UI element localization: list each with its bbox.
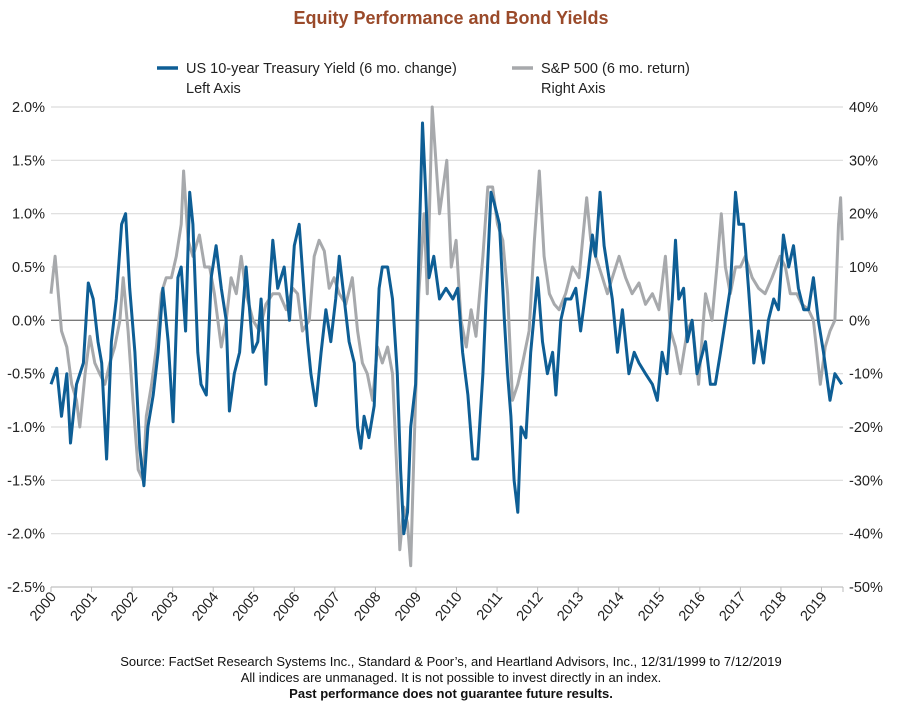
left-tick-label: 0.5% xyxy=(12,260,45,276)
x-tick-label: 2002 xyxy=(108,589,141,624)
x-tick-label: 2016 xyxy=(676,589,709,624)
x-tick-label: 2005 xyxy=(230,589,263,624)
x-tick-label: 2017 xyxy=(716,589,749,624)
x-tick-label: 2012 xyxy=(514,589,547,624)
left-tick-label: -0.5% xyxy=(7,367,45,383)
x-tick-label: 2006 xyxy=(270,589,303,624)
plot-lines xyxy=(49,105,844,568)
right-tick-label: 10% xyxy=(849,260,878,276)
right-tick-label: -50% xyxy=(849,580,883,596)
treasury-yield-line xyxy=(49,121,844,536)
legend-axis-treasury: Left Axis xyxy=(186,81,241,97)
x-tick-label: 2007 xyxy=(311,589,344,624)
x-tick-label: 2004 xyxy=(189,589,222,624)
sp500-return-line xyxy=(49,105,844,568)
source-note: Source: FactSet Research Systems Inc., S… xyxy=(120,654,781,669)
left-tick-label: 2.0% xyxy=(12,100,45,116)
left-tick-label: 1.5% xyxy=(12,153,45,169)
right-tick-label: -20% xyxy=(849,420,883,436)
x-tick-label: 2011 xyxy=(474,589,506,623)
left-tick-label: 0.0% xyxy=(12,313,45,329)
x-axis: 2000 2001 2002 2003 2004 2005 2006 2007 2008 2009… xyxy=(27,586,844,624)
x-tick-label: 2015 xyxy=(635,589,668,624)
right-tick-label: 20% xyxy=(849,207,878,223)
x-tick-label: 2018 xyxy=(757,589,790,624)
right-tick-label: -30% xyxy=(849,473,883,489)
left-tick-label: -1.0% xyxy=(7,420,45,436)
left-tick-label: -2.5% xyxy=(7,580,45,596)
x-tick-label: 2003 xyxy=(149,589,182,624)
right-axis: 40% 30% 20% 10% 0% -10% -20% -30% -40% -50% xyxy=(849,100,883,596)
x-tick-label: 2014 xyxy=(595,589,628,624)
legend-axis-sp500: Right Axis xyxy=(541,81,605,97)
left-tick-label: 1.0% xyxy=(12,207,45,223)
x-tick-label: 2013 xyxy=(554,589,587,624)
legend-label-treasury: US 10-year Treasury Yield (6 mo. change) xyxy=(186,61,457,77)
right-tick-label: -40% xyxy=(849,527,883,543)
x-tick-label: 2001 xyxy=(68,589,101,624)
x-tick-label: 2008 xyxy=(351,589,384,624)
disclaimer-note: All indices are unmanaged. It is not pos… xyxy=(241,670,662,685)
right-tick-label: 40% xyxy=(849,100,878,116)
performance-warning: Past performance does not guarantee futu… xyxy=(289,686,613,701)
x-tick-label: 2010 xyxy=(433,589,466,624)
legend-label-sp500: S&P 500 (6 mo. return) xyxy=(541,61,690,77)
left-tick-label: -1.5% xyxy=(7,473,45,489)
legend: US 10-year Treasury Yield (6 mo. change)… xyxy=(157,61,690,97)
x-tick-label: 2009 xyxy=(392,589,425,624)
left-axis: 2.0% 1.5% 1.0% 0.5% 0.0% -0.5% -1.0% -1.5% -2.0%… xyxy=(7,100,45,596)
right-tick-label: -10% xyxy=(849,367,883,383)
left-tick-label: -2.0% xyxy=(7,527,45,543)
x-tick-label: 2019 xyxy=(798,589,831,624)
right-tick-label: 0% xyxy=(849,313,870,329)
chart-title: Equity Performance and Bond Yields xyxy=(293,8,608,28)
right-tick-label: 30% xyxy=(849,153,878,169)
